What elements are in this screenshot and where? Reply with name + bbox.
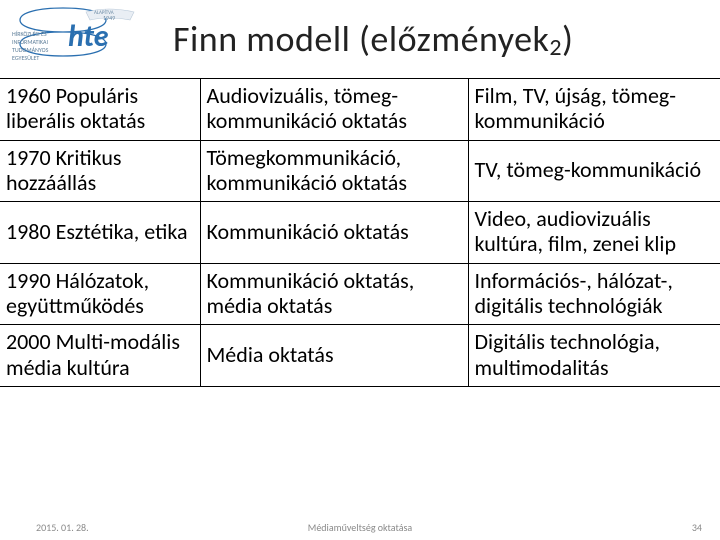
cell-media: TV, tömeg-kommunikáció [468,140,720,202]
cell-topic: Tömegkommunikáció, kommunikáció oktatás [200,140,468,202]
hte-logo: HÍRKÖZLÉSI ÉS INFORMATIKAI TUDOMÁNYOS EG… [0,0,155,78]
footer-page-number: 34 [692,521,702,534]
logo-text-2: INFORMATIKAI [12,38,48,46]
cell-decade: 1980 Esztétika, etika [0,202,200,264]
cell-decade: 1990 Hálózatok, együttműködés [0,263,200,325]
title-main: Finn modell (előzmények [173,17,549,61]
cell-media: Digitális technológia, multimodalitás [468,325,720,387]
cell-media: Video, audiovizuális kultúra, film, zene… [468,202,720,264]
logo-text-1: HÍRKÖZLÉSI ÉS [12,30,47,38]
slide-header: HÍRKÖZLÉSI ÉS INFORMATIKAI TUDOMÁNYOS EG… [0,0,720,78]
cell-decade: 1970 Kritikus hozzáállás [0,140,200,202]
logo-text-4: EGYESÜLET [12,54,39,62]
table-row: 1970 Kritikus hozzáállás Tömegkommunikác… [0,140,720,202]
logo-hte-text: hte [68,18,109,55]
title-subscript: 2 [549,33,562,62]
cell-decade: 2000 Multi-modális média kultúra [0,325,200,387]
cell-media: Film, TV, újság, tömeg-kommunikáció [468,79,720,141]
table-row: 2000 Multi-modális média kultúra Média o… [0,325,720,387]
slide-title: Finn modell (előzmények2) [155,17,720,61]
logo-ribbon-year: 1949 [103,14,115,22]
title-close: ) [562,17,573,61]
footer-center: Médiaműveltség oktatása [0,521,720,534]
slide: HÍRKÖZLÉSI ÉS INFORMATIKAI TUDOMÁNYOS EG… [0,0,720,540]
table-row: 1990 Hálózatok, együttműködés Kommunikác… [0,263,720,325]
table-body: 1960 Populáris liberális oktatás Audiovi… [0,79,720,387]
table-row: 1960 Populáris liberális oktatás Audiovi… [0,79,720,141]
content-table: 1960 Populáris liberális oktatás Audiovi… [0,78,720,387]
cell-decade: 1960 Populáris liberális oktatás [0,79,200,141]
cell-topic: Kommunikáció oktatás, média oktatás [200,263,468,325]
slide-footer: 2015. 01. 28. Médiaműveltség oktatása 34 [0,521,720,534]
logo-text-3: TUDOMÁNYOS [12,46,49,54]
cell-topic: Kommunikáció oktatás [200,202,468,264]
cell-topic: Média oktatás [200,325,468,387]
table-row: 1980 Esztétika, etika Kommunikáció oktat… [0,202,720,264]
cell-topic: Audiovizuális, tömeg-kommunikáció oktatá… [200,79,468,141]
hte-logo-svg: HÍRKÖZLÉSI ÉS INFORMATIKAI TUDOMÁNYOS EG… [8,6,148,72]
cell-media: Információs-, hálózat-, digitális techno… [468,263,720,325]
